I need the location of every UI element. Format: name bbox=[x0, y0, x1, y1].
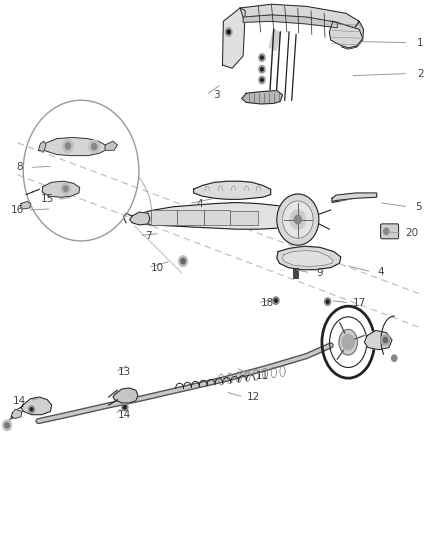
Circle shape bbox=[261, 56, 263, 59]
Circle shape bbox=[181, 259, 185, 264]
Text: 3: 3 bbox=[213, 90, 220, 100]
Circle shape bbox=[30, 408, 33, 411]
Polygon shape bbox=[20, 201, 31, 209]
Circle shape bbox=[325, 298, 331, 305]
Circle shape bbox=[277, 194, 319, 245]
Polygon shape bbox=[130, 212, 150, 225]
Circle shape bbox=[5, 423, 9, 428]
Circle shape bbox=[283, 201, 313, 238]
Polygon shape bbox=[42, 181, 80, 197]
Text: 14: 14 bbox=[118, 410, 131, 419]
Circle shape bbox=[261, 68, 263, 71]
Text: 14: 14 bbox=[13, 396, 26, 406]
Circle shape bbox=[3, 420, 11, 431]
Polygon shape bbox=[134, 203, 318, 229]
Text: 4: 4 bbox=[378, 267, 385, 277]
Bar bbox=[151, 210, 177, 225]
Circle shape bbox=[392, 355, 397, 361]
Circle shape bbox=[259, 76, 265, 84]
Polygon shape bbox=[223, 8, 245, 68]
Circle shape bbox=[63, 140, 73, 152]
Polygon shape bbox=[21, 397, 52, 415]
Circle shape bbox=[28, 406, 35, 413]
Polygon shape bbox=[282, 251, 333, 266]
Text: 7: 7 bbox=[145, 231, 152, 240]
Bar bbox=[293, 268, 298, 278]
Circle shape bbox=[259, 66, 265, 73]
Polygon shape bbox=[329, 21, 363, 48]
Circle shape bbox=[89, 140, 99, 153]
Circle shape bbox=[384, 228, 389, 235]
Text: 18: 18 bbox=[261, 298, 274, 308]
Text: 11: 11 bbox=[256, 371, 269, 381]
Circle shape bbox=[61, 183, 70, 194]
Text: 12: 12 bbox=[247, 392, 260, 402]
Polygon shape bbox=[240, 4, 359, 28]
Polygon shape bbox=[277, 246, 341, 270]
Text: 2: 2 bbox=[417, 69, 424, 78]
Text: 17: 17 bbox=[353, 298, 366, 308]
Polygon shape bbox=[269, 29, 280, 51]
Polygon shape bbox=[40, 138, 105, 156]
Circle shape bbox=[65, 143, 71, 149]
Polygon shape bbox=[342, 21, 364, 49]
Polygon shape bbox=[105, 141, 117, 150]
Polygon shape bbox=[113, 388, 138, 403]
Text: 16: 16 bbox=[11, 205, 24, 215]
Text: 9: 9 bbox=[316, 268, 323, 278]
Circle shape bbox=[326, 300, 329, 303]
Circle shape bbox=[122, 403, 128, 411]
Text: 4: 4 bbox=[196, 199, 203, 208]
Bar bbox=[177, 210, 204, 225]
Polygon shape bbox=[332, 193, 377, 201]
Circle shape bbox=[179, 256, 187, 266]
Circle shape bbox=[290, 210, 306, 229]
Polygon shape bbox=[242, 91, 283, 104]
Text: 20: 20 bbox=[405, 229, 418, 238]
Polygon shape bbox=[194, 181, 271, 199]
Circle shape bbox=[124, 406, 126, 409]
Text: 8: 8 bbox=[16, 163, 23, 172]
Bar bbox=[230, 211, 258, 225]
Circle shape bbox=[275, 299, 277, 302]
Circle shape bbox=[259, 54, 265, 61]
Polygon shape bbox=[11, 409, 22, 418]
Circle shape bbox=[64, 186, 68, 191]
Circle shape bbox=[342, 335, 354, 350]
Circle shape bbox=[273, 297, 279, 304]
Circle shape bbox=[225, 28, 232, 36]
Circle shape bbox=[383, 337, 388, 343]
FancyBboxPatch shape bbox=[381, 224, 399, 239]
Polygon shape bbox=[243, 15, 337, 28]
Circle shape bbox=[381, 335, 390, 345]
Text: 1: 1 bbox=[417, 38, 424, 47]
Text: 10: 10 bbox=[151, 263, 164, 272]
Polygon shape bbox=[39, 141, 46, 151]
Text: 13: 13 bbox=[118, 367, 131, 377]
Circle shape bbox=[92, 143, 97, 150]
Ellipse shape bbox=[339, 329, 357, 355]
Text: 15: 15 bbox=[41, 195, 54, 204]
Circle shape bbox=[294, 215, 301, 224]
Text: 5: 5 bbox=[415, 202, 422, 212]
Polygon shape bbox=[364, 330, 392, 350]
Circle shape bbox=[227, 30, 230, 34]
Circle shape bbox=[261, 78, 263, 82]
Bar bbox=[204, 210, 230, 225]
